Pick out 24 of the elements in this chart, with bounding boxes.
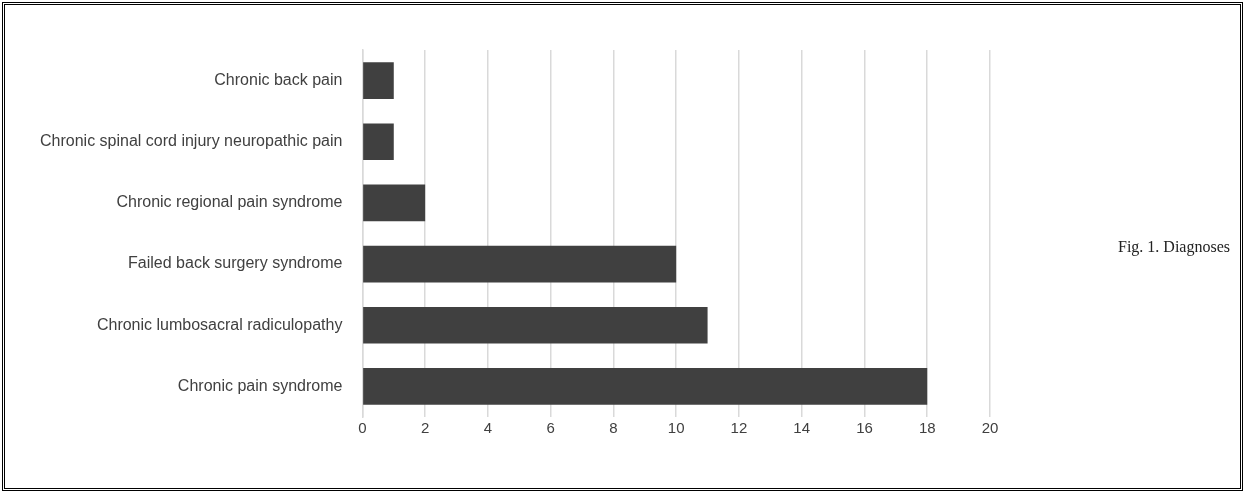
bar: [363, 245, 677, 283]
y-tick-label: Chronic pain syndrome: [177, 376, 343, 394]
x-tick-label: 14: [793, 419, 811, 437]
x-tick-label: 18: [918, 419, 936, 437]
bar: [363, 62, 394, 99]
bar: [363, 306, 708, 344]
x-tick-label: 8: [609, 419, 618, 437]
y-tick-label: Chronic back pain: [214, 70, 343, 88]
y-tick-label: Failed back surgery syndrome: [128, 254, 343, 272]
x-tick-label: 4: [483, 419, 493, 437]
x-tick-label: 20: [981, 419, 999, 437]
bar: [363, 368, 928, 405]
y-tick-label: Chronic lumbosacral radiculopathy: [96, 315, 343, 333]
x-tick-label: 12: [730, 419, 748, 437]
y-tick-label: Chronic regional pain syndrome: [116, 193, 343, 211]
x-tick-label: 2: [420, 419, 430, 437]
x-tick-label: 16: [856, 419, 873, 437]
y-tick-label: Chronic spinal cord injury neuropathic pain: [40, 132, 343, 150]
x-tick-label: 0: [358, 419, 367, 437]
bar: [363, 184, 426, 222]
x-tick-label: 6: [546, 419, 555, 437]
x-tick-label: 10: [667, 419, 685, 437]
caption: Fig. 1. Diagnoses: [1117, 238, 1230, 256]
bar: [363, 123, 394, 161]
